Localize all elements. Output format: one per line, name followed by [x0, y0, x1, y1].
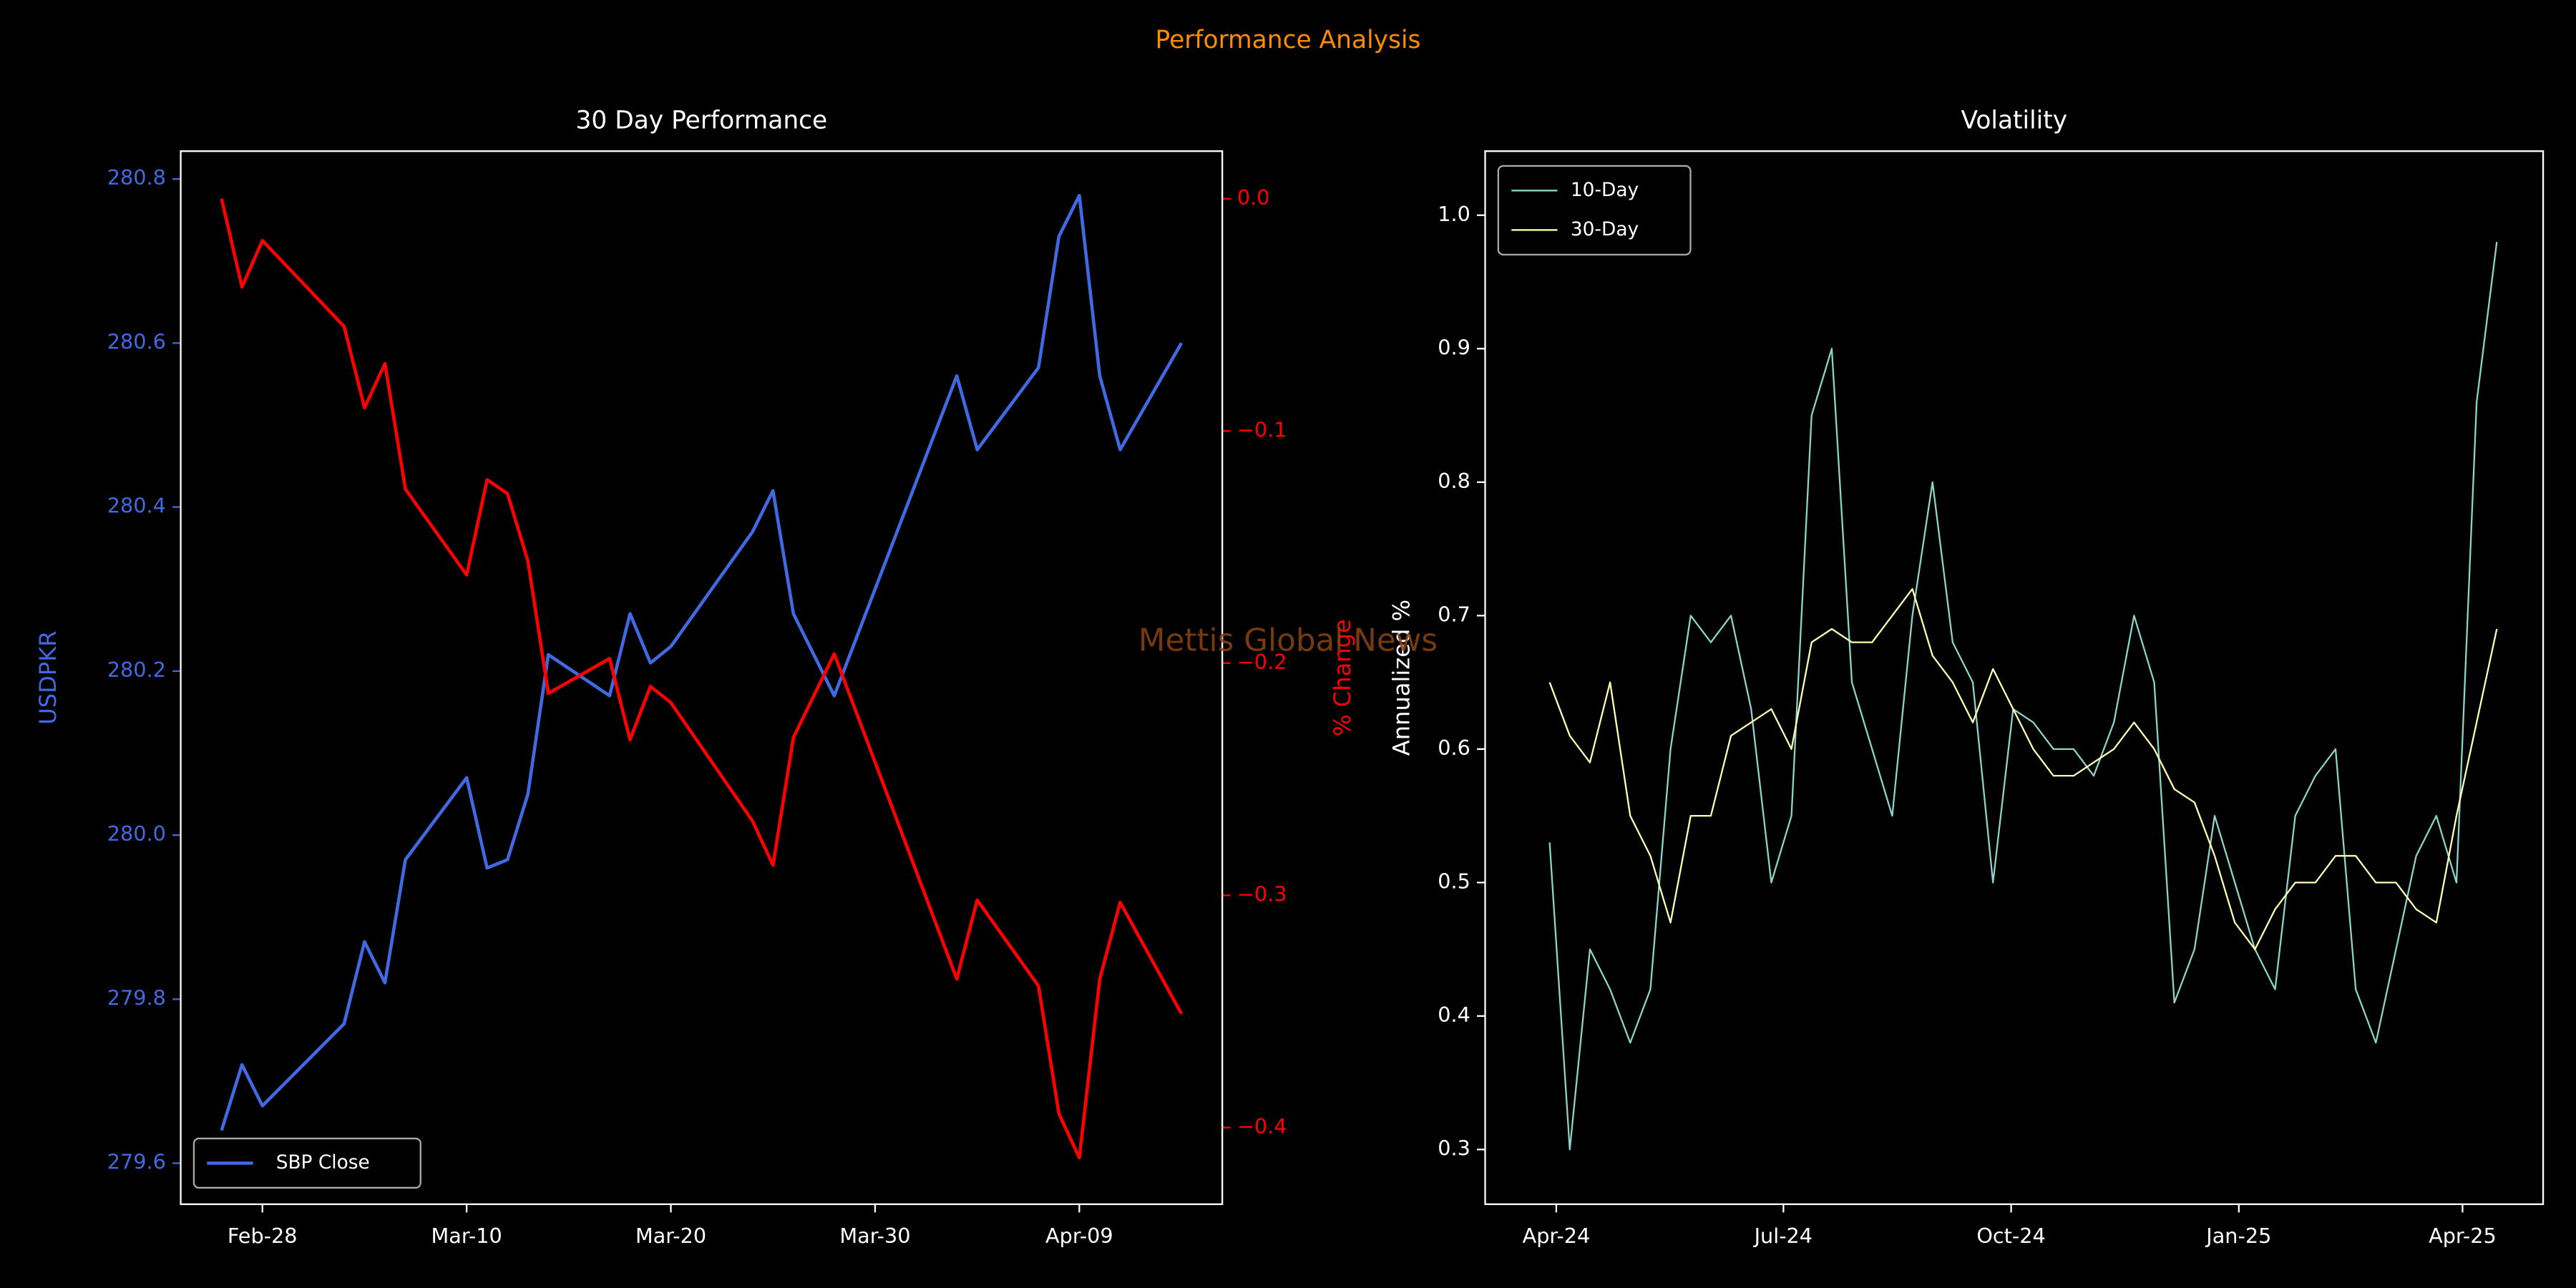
y-tick-label: 280.0 [107, 821, 166, 846]
figure-title: Performance Analysis [1156, 26, 1421, 54]
y-axis-label: Annualized % [1388, 600, 1415, 756]
series-line [1548, 587, 2498, 950]
plot-frame [180, 150, 1224, 1206]
legend-box [192, 1137, 421, 1189]
watermark: Mettis Global News [1138, 623, 1438, 659]
y-tick-label: 1.0 [1438, 202, 1470, 226]
x-tick-label: Jan-25 [2205, 1224, 2271, 1248]
x-tick-label: Mar-20 [635, 1224, 706, 1248]
legend-label: 10-Day [1571, 179, 1639, 201]
chart-title: Volatility [1961, 106, 2067, 135]
y-tick-label: 0.4 [1438, 1002, 1470, 1027]
chart-title: 30 Day Performance [575, 106, 827, 135]
y2-axis-label: % Change [1329, 619, 1356, 736]
legend-label: SBP Close [276, 1151, 370, 1174]
y-tick-label: 279.6 [107, 1150, 166, 1174]
legend-label: 30-Day [1571, 218, 1639, 240]
y-tick-label: 0.5 [1438, 869, 1470, 893]
y2-tick-label: −0.3 [1237, 882, 1287, 906]
x-tick-label: Apr-09 [1045, 1224, 1113, 1248]
y-tick-label: 0.3 [1438, 1136, 1470, 1160]
y-tick-label: 0.7 [1438, 602, 1470, 626]
x-tick-label: Mar-10 [431, 1224, 502, 1248]
y-tick-label: 0.8 [1438, 469, 1470, 493]
y-tick-label: 280.4 [107, 494, 166, 518]
y-tick-label: 280.6 [107, 329, 166, 353]
series-line [220, 198, 1184, 1160]
x-tick-label: Feb-28 [228, 1224, 298, 1248]
y-tick-label: 280.2 [107, 658, 166, 682]
series-line [220, 193, 1184, 1131]
legend-box [1497, 165, 1692, 256]
y-tick-label: 0.6 [1438, 736, 1470, 760]
y-tick-label: 280.8 [107, 165, 166, 190]
y-tick-label: 279.8 [107, 985, 166, 1010]
series-line [1548, 241, 2498, 1151]
y2-tick-label: −0.2 [1237, 650, 1287, 674]
y2-tick-label: −0.1 [1237, 417, 1287, 441]
y2-tick-label: 0.0 [1237, 185, 1270, 210]
y-axis-label: USDPKR [34, 630, 62, 724]
x-tick-label: Apr-24 [1523, 1224, 1591, 1248]
x-tick-label: Mar-30 [839, 1224, 910, 1248]
x-tick-label: Oct-24 [1976, 1224, 2045, 1248]
y-tick-label: 0.9 [1438, 335, 1470, 359]
y2-tick-label: −0.4 [1237, 1114, 1287, 1138]
x-tick-label: Jul-24 [1753, 1224, 1813, 1248]
plot-frame [1484, 150, 2545, 1206]
x-tick-label: Apr-25 [2429, 1224, 2497, 1248]
